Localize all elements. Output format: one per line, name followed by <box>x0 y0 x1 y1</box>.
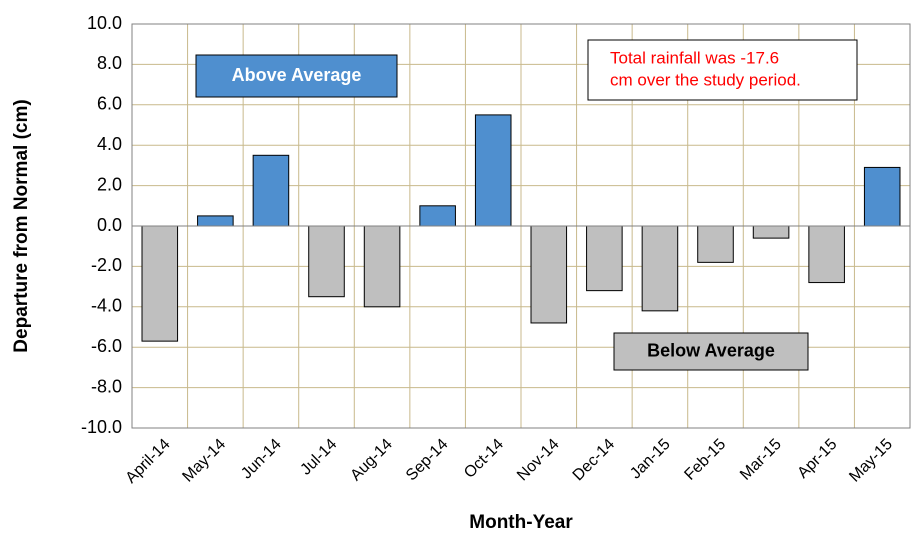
annotation-text: Above Average <box>232 65 362 85</box>
bar <box>363 225 401 308</box>
annotation-box <box>613 332 809 371</box>
x-tick-label: Oct-14 <box>461 436 507 482</box>
x-tick-label: April-14 <box>123 436 174 487</box>
annotation-text: Below Average <box>647 340 775 360</box>
bar <box>197 215 234 227</box>
x-tick-label: Nov-14 <box>514 436 563 485</box>
x-tick-label: Sep-14 <box>403 436 452 485</box>
x-tick-label: Mar-15 <box>737 436 785 484</box>
bar <box>752 225 790 239</box>
x-tick-label: Jun-14 <box>238 436 285 483</box>
bar <box>586 225 623 292</box>
y-tick-label: -8.0 <box>91 376 122 396</box>
bar <box>252 154 290 227</box>
bar <box>863 166 901 227</box>
x-tick-label: Jan-15 <box>627 436 674 483</box>
bar <box>641 225 679 312</box>
y-tick-label: -4.0 <box>91 296 122 316</box>
y-tick-label: -6.0 <box>91 336 122 356</box>
annotation-box <box>587 39 858 101</box>
y-tick-label: 8.0 <box>97 53 122 73</box>
y-tick-label: 10.0 <box>87 13 122 33</box>
x-tick-label: May-14 <box>179 436 229 486</box>
bar <box>419 205 456 227</box>
annotation-box <box>195 54 398 98</box>
y-tick-label: 2.0 <box>97 174 122 194</box>
y-tick-label: -10.0 <box>81 417 122 437</box>
x-tick-label: Jul-14 <box>297 436 340 479</box>
bar <box>697 225 734 263</box>
x-tick-label: Aug-14 <box>347 436 396 485</box>
y-tick-label: 0.0 <box>97 215 122 235</box>
x-tick-label: Apr-15 <box>794 436 840 482</box>
annotation-text: cm over the study period. <box>610 70 801 89</box>
bar <box>808 225 845 284</box>
bar <box>141 225 179 342</box>
y-tick-label: 4.0 <box>97 134 122 154</box>
annotation-text: Total rainfall was -17.6 <box>610 48 779 67</box>
x-tick-label: Feb-15 <box>681 436 729 484</box>
y-tick-label: 6.0 <box>97 94 122 114</box>
x-tick-label: May-15 <box>846 436 896 486</box>
bar <box>308 225 345 298</box>
bar <box>530 225 568 324</box>
x-tick-label: Dec-14 <box>570 436 619 485</box>
bar <box>474 114 512 227</box>
y-tick-label: -2.0 <box>91 255 122 275</box>
x-axis-label: Month-Year <box>469 512 573 533</box>
y-axis-label: Departure from Normal (cm) <box>11 99 32 352</box>
